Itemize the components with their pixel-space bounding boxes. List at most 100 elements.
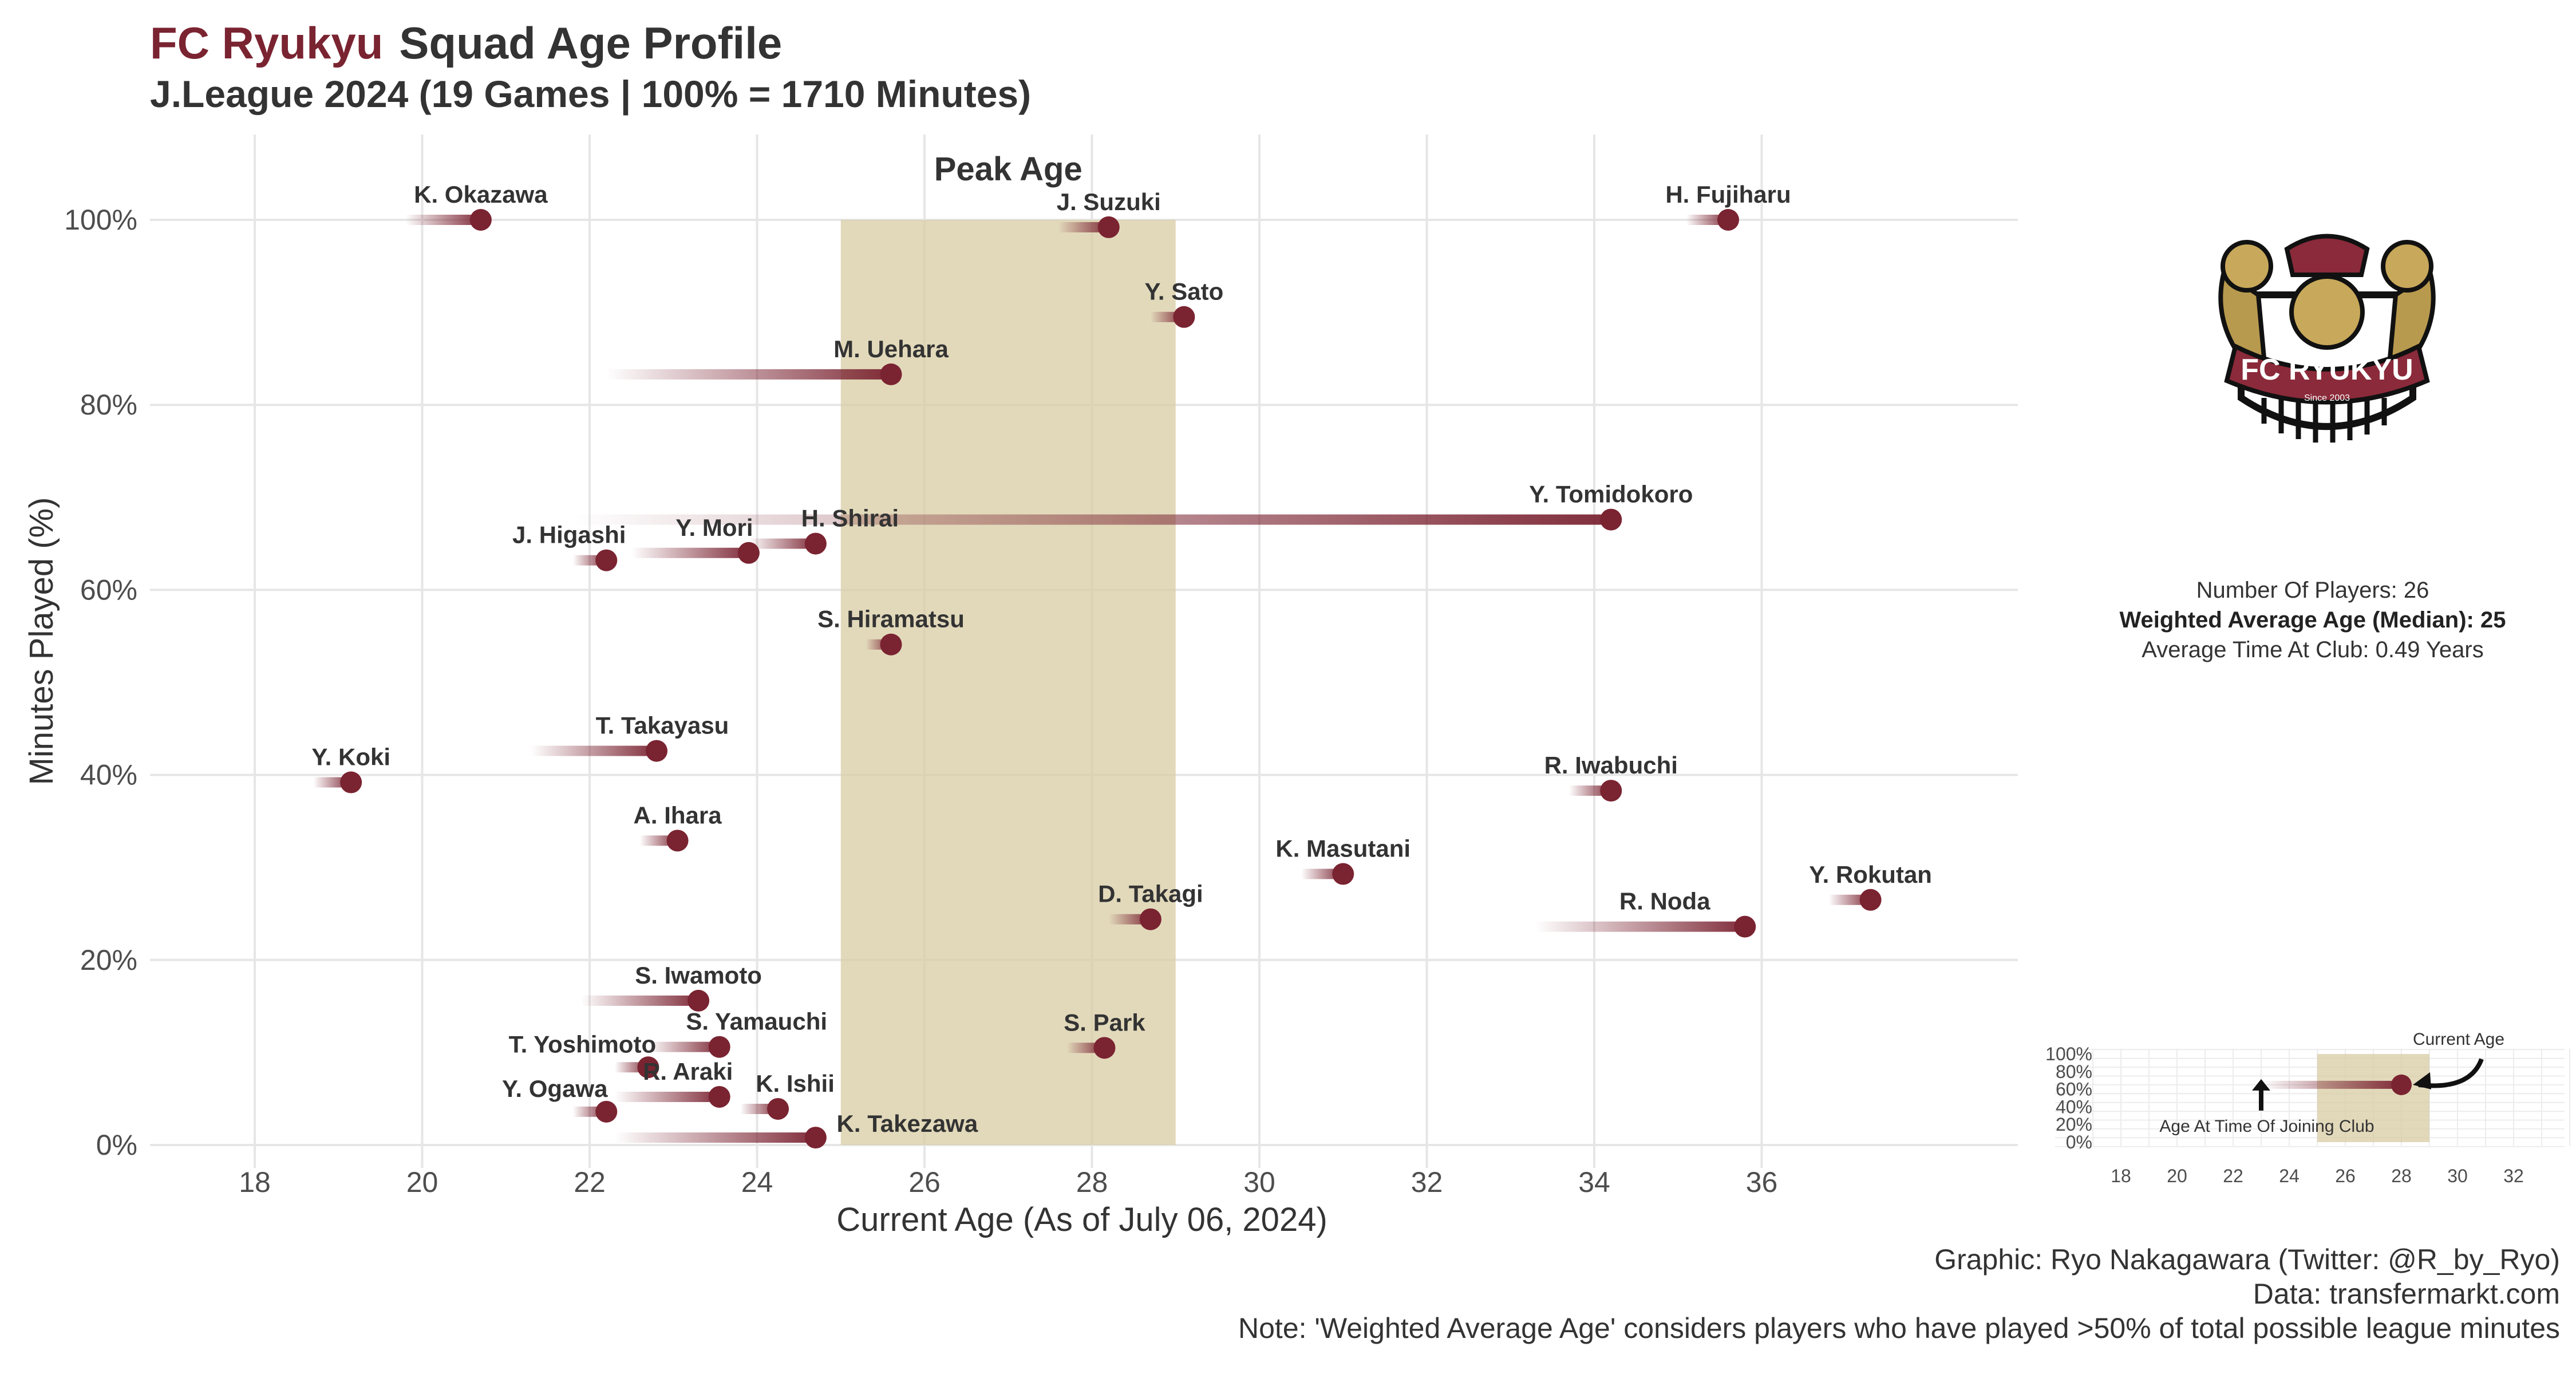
- inset-x-tick-label: 26: [2335, 1166, 2356, 1186]
- y-tick-label: 80%: [80, 389, 137, 421]
- caption: Graphic: Ryo Nakagawara (Twitter: @R_by_…: [1238, 1242, 2560, 1345]
- player-point: [737, 542, 760, 564]
- club-crest-logo: FC RYUKYU Since 2003: [2218, 234, 2436, 443]
- player-point: [1139, 908, 1161, 930]
- player-label: H. Shirai: [801, 505, 899, 532]
- average-time-at-club: Average Time At Club: 0.49 Years: [2142, 637, 2484, 662]
- caption-note: Note: 'Weighted Average Age' considers p…: [1238, 1312, 2560, 1344]
- player-point: [1600, 508, 1622, 531]
- player-tenure-trail: [572, 514, 1611, 525]
- x-tick-label: 36: [1746, 1166, 1778, 1198]
- player-point: [804, 1127, 827, 1149]
- squad-stats: Number Of Players: 26 Weighted Average A…: [2049, 575, 2576, 665]
- svg-text:FC RYUKYU: FC RYUKYU: [2241, 353, 2413, 386]
- player-point: [1734, 915, 1756, 938]
- player-tenure-trail: [405, 215, 481, 225]
- player-tenure-trail: [748, 538, 816, 549]
- inset-x-tick-label: 20: [2167, 1166, 2187, 1186]
- y-tick-label: 40%: [80, 759, 137, 791]
- player-label: R. Noda: [1619, 888, 1710, 915]
- player-point: [1717, 209, 1739, 231]
- player-point: [1859, 889, 1882, 911]
- y-tick-label: 60%: [80, 574, 137, 606]
- inset-x-tick-label: 18: [2111, 1166, 2131, 1186]
- x-tick-label: 26: [908, 1166, 941, 1198]
- inset-y-tick-label: 80%: [2056, 1061, 2092, 1082]
- weighted-average-age: Weighted Average Age (Median): 25: [2119, 607, 2506, 633]
- player-point: [646, 740, 667, 762]
- title-text: Squad Age Profile: [399, 18, 783, 68]
- inset-x-tick-label: 28: [2391, 1166, 2412, 1186]
- player-point: [1173, 306, 1195, 328]
- inset-y-tick-label: 20%: [2056, 1114, 2092, 1135]
- player-point: [880, 633, 902, 656]
- caption-data-source: Data: transfermarkt.com: [2253, 1278, 2560, 1310]
- joining-age-label: Age At Time Of Joining Club: [2159, 1117, 2374, 1136]
- inset-y-tick-label: 60%: [2056, 1079, 2092, 1100]
- player-point: [666, 830, 689, 852]
- player-label: Y. Rokutan: [1809, 861, 1932, 888]
- chart-subtitle: J.League 2024 (19 Games | 100% = 1710 Mi…: [150, 73, 1032, 115]
- inset-x-tick-label: 24: [2279, 1166, 2300, 1186]
- player-label: T. Takayasu: [596, 712, 729, 739]
- player-label: K. Okazawa: [414, 181, 548, 208]
- player-tenure-trail: [1535, 921, 1745, 932]
- current-age-label: Current Age: [2413, 1030, 2504, 1049]
- player-point: [1332, 863, 1354, 885]
- x-tick-label: 34: [1578, 1166, 1610, 1198]
- inset-y-tick-label: 100%: [2045, 1044, 2092, 1064]
- x-axis-title: Current Age (As of July 06, 2024): [836, 1201, 1327, 1238]
- peak-age-label: Peak Age: [934, 151, 1082, 188]
- inset-y-tick-label: 0%: [2066, 1132, 2092, 1152]
- player-point: [880, 363, 902, 385]
- player-label: K. Ishii: [756, 1070, 835, 1097]
- player-point: [637, 1056, 659, 1079]
- player-label: R. Iwabuchi: [1544, 752, 1678, 779]
- y-tick-label: 100%: [64, 204, 137, 236]
- player-point: [1093, 1037, 1116, 1059]
- inset-peak-band: [2317, 1054, 2429, 1142]
- player-point: [1097, 216, 1120, 238]
- player-label: K. Masutani: [1275, 835, 1411, 862]
- player-label: A. Ihara: [634, 802, 722, 828]
- player-label: S. Park: [1064, 1009, 1145, 1036]
- player-point: [804, 532, 827, 555]
- x-tick-label: 20: [406, 1166, 438, 1198]
- player-label: J. Suzuki: [1057, 188, 1161, 215]
- player-label: Y. Sato: [1145, 278, 1224, 305]
- player-tenure-trail: [614, 1091, 720, 1102]
- player-label: S. Hiramatsu: [817, 606, 965, 633]
- player-tenure-trail: [648, 1041, 720, 1052]
- title-block: FC Ryukyu Squad Age Profile J.League 2024…: [150, 17, 1031, 119]
- num-players: Number Of Players: 26: [2196, 578, 2429, 603]
- player-label: K. Takezawa: [837, 1110, 978, 1137]
- x-tick-label: 18: [239, 1166, 271, 1198]
- club-name: FC Ryukyu: [150, 18, 384, 68]
- inset-x-tick-label: 30: [2447, 1166, 2468, 1186]
- player-tenure-trail: [1058, 222, 1109, 232]
- player-label: Y. Mori: [675, 514, 753, 541]
- player-label: J. Higashi: [512, 522, 626, 548]
- player-tenure-trail: [581, 995, 699, 1006]
- inset-x-tick-label: 22: [2223, 1166, 2243, 1186]
- player-point: [595, 1100, 618, 1123]
- player-point: [708, 1085, 730, 1108]
- player-label: Y. Tomidokoro: [1529, 481, 1693, 508]
- player-label: S. Iwamoto: [635, 962, 762, 989]
- player-label: H. Fujiharu: [1665, 181, 1791, 208]
- player-point: [595, 549, 618, 571]
- inset-y-tick-label: 40%: [2056, 1096, 2092, 1117]
- player-tenure-trail: [606, 369, 891, 380]
- player-label: M. Uehara: [833, 335, 949, 362]
- inset-example-trail: [2261, 1080, 2401, 1089]
- player-tenure-trail: [531, 745, 657, 756]
- x-tick-label: 28: [1076, 1166, 1108, 1198]
- y-tick-label: 20%: [80, 944, 137, 976]
- x-tick-label: 32: [1411, 1166, 1443, 1198]
- player-point: [767, 1097, 789, 1120]
- player-label: D. Takagi: [1098, 881, 1203, 907]
- player-tenure-trail: [614, 1132, 816, 1143]
- player-label: Y. Ogawa: [502, 1075, 608, 1102]
- player-tenure-trail: [631, 547, 749, 558]
